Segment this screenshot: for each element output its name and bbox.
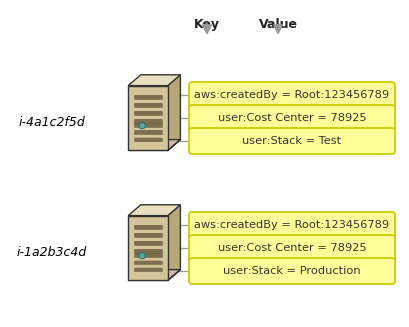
Polygon shape xyxy=(128,205,180,215)
FancyBboxPatch shape xyxy=(133,123,162,127)
FancyBboxPatch shape xyxy=(133,225,162,229)
FancyBboxPatch shape xyxy=(189,82,394,108)
FancyBboxPatch shape xyxy=(189,235,394,261)
FancyBboxPatch shape xyxy=(133,253,162,257)
FancyBboxPatch shape xyxy=(189,105,394,131)
FancyBboxPatch shape xyxy=(128,86,167,150)
Polygon shape xyxy=(128,140,180,150)
FancyBboxPatch shape xyxy=(133,103,162,107)
Polygon shape xyxy=(128,75,180,86)
Text: aws:createdBy = Root:123456789: aws:createdBy = Root:123456789 xyxy=(194,220,389,230)
Text: user:Stack = Test: user:Stack = Test xyxy=(242,136,341,146)
Text: user:Cost Center = 78925: user:Cost Center = 78925 xyxy=(217,243,365,253)
FancyBboxPatch shape xyxy=(189,258,394,284)
Circle shape xyxy=(139,253,145,259)
FancyBboxPatch shape xyxy=(133,233,162,237)
Text: user:Cost Center = 78925: user:Cost Center = 78925 xyxy=(217,113,365,123)
FancyBboxPatch shape xyxy=(133,138,162,141)
Text: i-4a1c2f5d: i-4a1c2f5d xyxy=(18,116,85,129)
Text: aws:createdBy = Root:123456789: aws:createdBy = Root:123456789 xyxy=(194,90,389,100)
Text: Key: Key xyxy=(193,18,220,31)
Text: user:Stack = Production: user:Stack = Production xyxy=(222,266,360,276)
FancyBboxPatch shape xyxy=(189,212,394,238)
FancyBboxPatch shape xyxy=(128,215,167,280)
FancyBboxPatch shape xyxy=(133,261,162,264)
Text: Value: Value xyxy=(258,18,297,31)
Text: i-1a2b3c4d: i-1a2b3c4d xyxy=(17,247,87,260)
Polygon shape xyxy=(128,269,180,280)
FancyBboxPatch shape xyxy=(133,111,162,115)
FancyBboxPatch shape xyxy=(133,95,162,99)
Polygon shape xyxy=(167,75,180,150)
Circle shape xyxy=(139,123,145,129)
FancyBboxPatch shape xyxy=(133,130,162,134)
Polygon shape xyxy=(167,205,180,280)
FancyBboxPatch shape xyxy=(133,119,162,123)
FancyBboxPatch shape xyxy=(189,128,394,154)
FancyBboxPatch shape xyxy=(133,249,162,253)
FancyBboxPatch shape xyxy=(133,241,162,245)
FancyBboxPatch shape xyxy=(133,267,162,271)
